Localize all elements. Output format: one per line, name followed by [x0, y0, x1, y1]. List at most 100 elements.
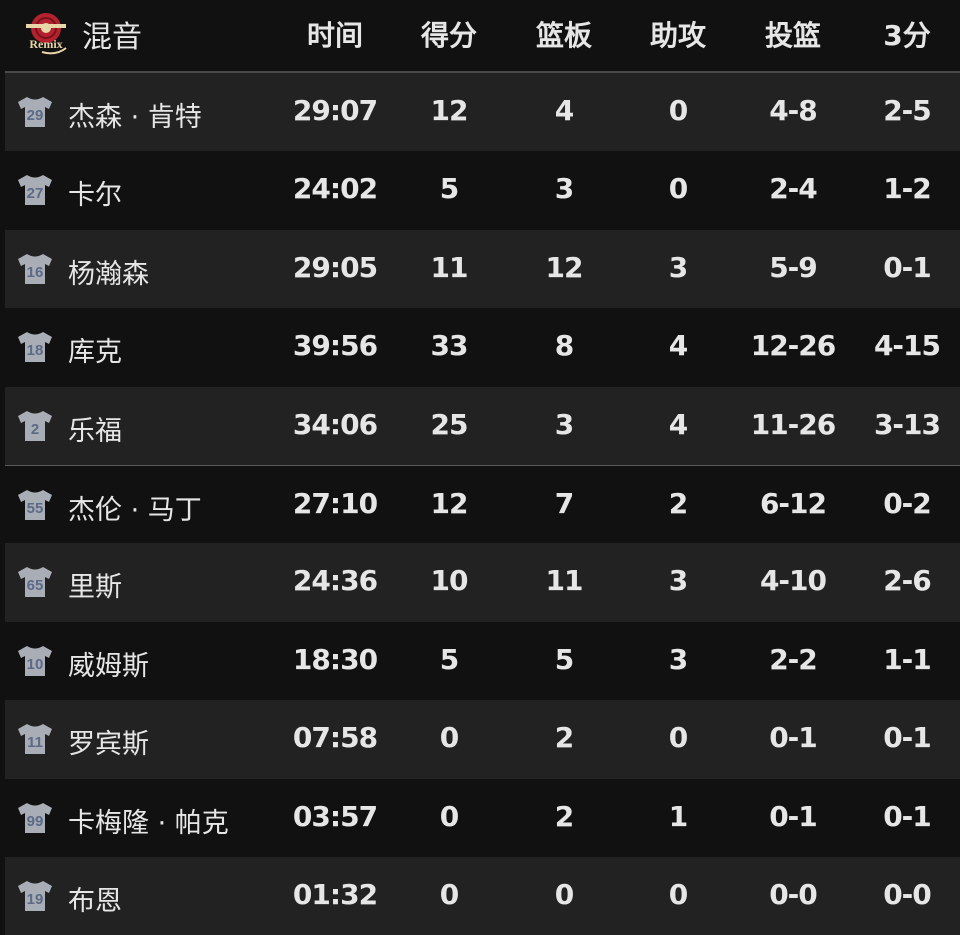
stat-minutes: 27:10: [292, 486, 378, 520]
stat-minutes: 01:32: [292, 877, 378, 911]
stat-assists: 0: [668, 721, 688, 755]
stat-rebounds: 4: [554, 94, 574, 127]
jersey-number: 29: [27, 107, 44, 124]
stat-assists: 3: [668, 250, 688, 284]
stat-field-goals: 4-8: [769, 94, 818, 127]
stat-rebounds: 2: [554, 799, 574, 833]
jersey-number: 18: [27, 342, 44, 359]
table-row[interactable]: 11 罗宾斯 07:58 0 2 0 0-1 0-1: [5, 700, 960, 779]
stat-minutes: 34:06: [292, 407, 378, 441]
table-row[interactable]: 65 里斯 24:36 10 11 3 4-10 2-6: [5, 543, 960, 622]
stat-rebounds: 5: [554, 642, 574, 676]
stat-rebounds: 3: [554, 407, 574, 441]
stat-points: 0: [439, 799, 459, 833]
jersey-icon: 99: [18, 802, 52, 833]
stat-three-pointers: 2-5: [883, 94, 932, 127]
player-name[interactable]: 布恩: [68, 885, 122, 917]
table-row[interactable]: 10 威姆斯 18:30 5 5 3 2-2 1-1: [5, 621, 960, 701]
player-name[interactable]: 杨瀚森: [68, 258, 149, 290]
jersey-number: 10: [27, 656, 44, 673]
column-header-rebounds: 篮板: [535, 19, 592, 52]
stat-field-goals: 11-26: [750, 407, 837, 441]
player-name[interactable]: 罗宾斯: [68, 729, 149, 761]
table-row[interactable]: 27 卡尔 24:02 5 3 0 2-4 1-2: [5, 151, 960, 230]
stat-minutes: 29:07: [292, 94, 378, 127]
stat-field-goals: 0-0: [769, 877, 818, 911]
stat-assists: 3: [668, 564, 688, 598]
jersey-number: 65: [27, 577, 44, 594]
stat-three-pointers: 0-0: [883, 877, 932, 911]
stat-points: 25: [430, 407, 469, 441]
team-logo: Remix: [26, 13, 67, 55]
stat-assists: 0: [668, 877, 688, 911]
player-stats-table: 29 杰森 · 肯特 29:07 12 4 0 4-8 2-5 27 卡尔 24:02 5 3 0 2…: [5, 71, 960, 935]
jersey-icon: 55: [18, 489, 52, 520]
stat-assists: 0: [668, 172, 688, 206]
stat-three-pointers: 3-13: [873, 407, 941, 441]
stat-points: 12: [430, 94, 469, 127]
stat-field-goals: 0-1: [769, 721, 818, 755]
jersey-number: 55: [27, 500, 44, 517]
stat-points: 0: [439, 721, 459, 755]
stat-points: 5: [439, 642, 459, 676]
table-row[interactable]: 29 杰森 · 肯特 29:07 12 4 0 4-8 2-5: [5, 73, 960, 152]
stat-field-goals: 2-4: [769, 172, 818, 206]
stat-rebounds: 2: [554, 721, 574, 755]
stat-three-pointers: 0-1: [883, 721, 932, 755]
jersey-icon: 65: [18, 567, 52, 598]
stat-field-goals: 5-9: [769, 250, 818, 284]
stat-rebounds: 11: [545, 564, 584, 598]
table-row[interactable]: 16 杨瀚森 29:05 11 12 3 5-9 0-1: [5, 229, 960, 309]
stat-assists: 0: [668, 94, 688, 127]
table-row[interactable]: 2 乐福 34:06 25 3 4 11-26 3-13: [5, 386, 960, 465]
stat-points: 10: [430, 564, 469, 598]
stat-minutes: 39:56: [292, 329, 378, 363]
stat-three-pointers: 0-1: [883, 250, 932, 284]
table-header: Remix 混音 时间 得分 篮板 助攻 投篮 3分: [0, 0, 960, 70]
stat-minutes: 18:30: [292, 642, 378, 676]
stat-three-pointers: 1-1: [883, 642, 932, 676]
jersey-number: 99: [27, 813, 44, 830]
table-row[interactable]: 99 卡梅隆 · 帕克 03:57 0 2 1 0-1 0-1: [5, 778, 960, 857]
stat-minutes: 24:02: [292, 172, 378, 206]
stat-points: 12: [430, 486, 469, 520]
player-name[interactable]: 里斯: [68, 572, 122, 604]
stat-three-pointers: 0-1: [883, 799, 932, 833]
table-row[interactable]: 18 库克 39:56 33 8 4 12-26 4-15: [5, 308, 960, 387]
jersey-number: 27: [27, 185, 44, 202]
player-name[interactable]: 杰森 · 肯特: [68, 102, 202, 133]
player-name[interactable]: 卡梅隆 · 帕克: [68, 807, 229, 839]
stat-rebounds: 3: [554, 172, 574, 206]
player-name[interactable]: 库克: [68, 337, 122, 369]
stat-points: 11: [430, 250, 469, 284]
stat-three-pointers: 0-2: [883, 486, 932, 520]
stat-field-goals: 6-12: [759, 486, 827, 520]
column-header-three-pointers: 3分: [883, 19, 931, 52]
jersey-icon: 2: [18, 410, 52, 441]
stat-minutes: 29:05: [292, 250, 378, 284]
stat-field-goals: 4-10: [759, 564, 827, 598]
stat-field-goals: 12-26: [750, 329, 837, 363]
player-name[interactable]: 乐福: [68, 415, 122, 447]
jersey-number: 2: [31, 421, 39, 438]
stat-three-pointers: 2-6: [883, 564, 932, 598]
player-name[interactable]: 威姆斯: [68, 650, 149, 682]
jersey-icon: 27: [18, 175, 52, 206]
stat-assists: 1: [668, 799, 688, 833]
stat-assists: 4: [668, 329, 688, 363]
player-name[interactable]: 卡尔: [68, 180, 122, 212]
table-row[interactable]: 55 杰伦 · 马丁 27:10 12 7 2 6-12 0-2: [5, 464, 960, 544]
stat-assists: 3: [668, 642, 688, 676]
stat-rebounds: 7: [554, 486, 574, 520]
player-name[interactable]: 杰伦 · 马丁: [68, 494, 202, 526]
jersey-icon: 29: [18, 97, 52, 127]
table-row[interactable]: 19 布恩 01:32 0 0 0 0-0 0-0: [5, 856, 960, 935]
column-header-field-goals: 投篮: [764, 19, 821, 52]
stat-field-goals: 0-1: [769, 799, 818, 833]
stat-assists: 4: [668, 407, 688, 441]
column-header-points: 得分: [420, 19, 477, 52]
jersey-icon: 19: [18, 880, 52, 911]
svg-text:Remix: Remix: [29, 37, 62, 51]
stat-rebounds: 12: [545, 250, 584, 284]
jersey-icon: 10: [18, 645, 52, 676]
